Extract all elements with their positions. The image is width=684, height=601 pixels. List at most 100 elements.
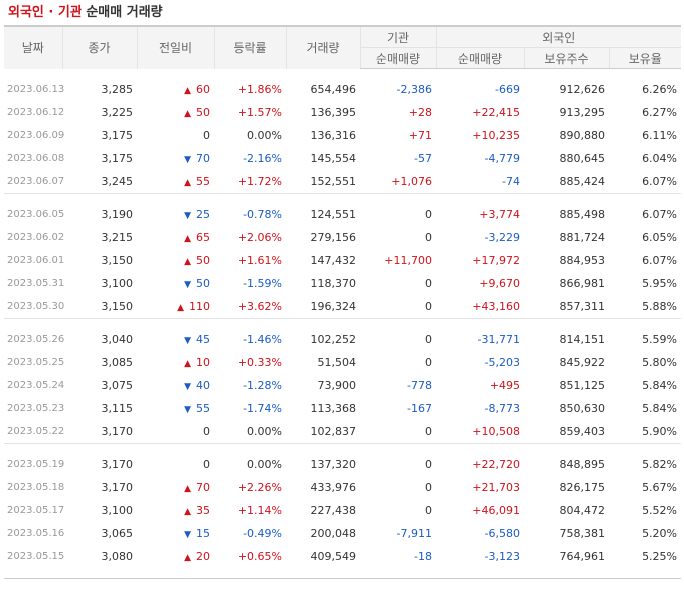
cell-diff: ▲ 50 [184, 254, 210, 267]
cell-foreign-hold: 814,151 [559, 333, 606, 346]
cell-date: 2023.06.12 [7, 107, 65, 118]
triangle-down-icon: ▼ [184, 155, 191, 165]
section-title-subject: 순매매 거래량 [86, 5, 163, 20]
cell-foreign-hold: 885,424 [559, 175, 606, 188]
cell-diff: ▼ 55 [184, 402, 210, 415]
cell-foreign-hold: 866,981 [559, 277, 606, 290]
cell-date: 2023.06.08 [7, 153, 65, 164]
cell-foreign-net: -3,123 [484, 550, 520, 563]
table-row: 2023.05.31 3,100 ▼ 50 -1.59% 118,370 0 +9,670 86… [4, 272, 681, 295]
cell-foreign-hold: 912,626 [559, 83, 606, 96]
cell-rate: +2.26% [237, 481, 282, 494]
cell-inst-net: -2,386 [396, 83, 432, 96]
cell-close: 3,225 [101, 106, 134, 119]
cell-date: 2023.05.15 [7, 551, 65, 562]
cell-close: 3,080 [101, 550, 134, 563]
cell-foreign-net: +10,235 [472, 129, 520, 142]
cell-foreign-ratio: 5.59% [642, 333, 678, 346]
header-date: 날짜 [4, 25, 62, 69]
cell-volume: 51,504 [317, 356, 357, 369]
cell-close: 3,115 [101, 402, 134, 415]
cell-foreign-hold: 848,895 [559, 458, 606, 471]
cell-inst-net: 0 [425, 356, 432, 369]
cell-volume: 136,395 [310, 106, 357, 119]
table-row: 2023.05.26 3,040 ▼ 45 -1.46% 102,252 0 -31,771 8… [4, 328, 681, 351]
cell-rate: +1.72% [237, 175, 282, 188]
cell-inst-net: -778 [407, 379, 432, 392]
header-volume: 거래량 [285, 25, 360, 69]
cell-inst-net: -57 [414, 152, 432, 165]
cell-rate: -1.46% [243, 333, 282, 346]
cell-date: 2023.06.13 [7, 84, 65, 95]
cell-inst-net: 0 [425, 481, 432, 494]
cell-diff: 0 [203, 425, 210, 438]
cell-diff: ▲ 50 [184, 106, 210, 119]
table-row: 2023.05.24 3,075 ▼ 40 -1.28% 73,900 -778 +495 85… [4, 374, 681, 397]
header-close: 종가 [61, 25, 137, 69]
cell-rate: -1.74% [243, 402, 282, 415]
cell-diff: ▲ 35 [184, 504, 210, 517]
cell-foreign-hold: 850,630 [559, 402, 606, 415]
table-row: 2023.06.02 3,215 ▲ 65 +2.06% 279,156 0 -3,229 88… [4, 226, 681, 249]
triangle-up-icon: ▲ [184, 484, 191, 494]
triangle-up-icon: ▲ [184, 553, 191, 563]
cell-close: 3,150 [101, 254, 134, 267]
triangle-up-icon: ▲ [184, 359, 191, 369]
cell-date: 2023.05.17 [7, 505, 65, 516]
cell-foreign-net: +21,703 [472, 481, 520, 494]
cell-foreign-hold: 764,961 [559, 550, 606, 563]
table-row: 2023.06.12 3,225 ▲ 50 +1.57% 136,395 +28 +22,41… [4, 101, 681, 124]
cell-inst-net: 0 [425, 458, 432, 471]
cell-foreign-hold: 890,880 [559, 129, 606, 142]
cell-volume: 145,554 [310, 152, 357, 165]
triangle-down-icon: ▼ [184, 280, 191, 290]
cell-rate: +1.86% [237, 83, 282, 96]
cell-rate: +3.62% [237, 300, 282, 313]
cell-foreign-net: +17,972 [472, 254, 520, 267]
cell-foreign-net: -31,771 [477, 333, 520, 346]
cell-close: 3,175 [101, 152, 134, 165]
table-row: 2023.06.01 3,150 ▲ 50 +1.61% 147,432 +11,700 +1… [4, 249, 681, 272]
cell-foreign-ratio: 6.04% [642, 152, 678, 165]
cell-inst-net: +71 [408, 129, 432, 142]
section-title-investor: 외국인 · 기관 [8, 5, 82, 20]
table-row: 2023.05.17 3,100 ▲ 35 +1.14% 227,438 0 +46,091 8… [4, 499, 681, 522]
cell-date: 2023.06.05 [7, 209, 65, 220]
cell-diff: ▼ 70 [184, 152, 210, 165]
header-foreign-ratio: 보유율 [608, 47, 682, 69]
cell-rate: +2.06% [237, 231, 282, 244]
cell-rate: -0.49% [243, 527, 282, 540]
cell-foreign-hold: 845,922 [559, 356, 606, 369]
header-inst-net: 순매매량 [359, 47, 436, 69]
table-row: 2023.05.30 3,150 ▲ 110 +3.62% 196,324 0 +43,160… [4, 295, 681, 319]
cell-foreign-hold: 758,381 [559, 527, 606, 540]
cell-diff: ▲ 65 [184, 231, 210, 244]
cell-close: 3,100 [101, 277, 134, 290]
cell-foreign-hold: 913,295 [559, 106, 606, 119]
cell-diff: 0 [203, 458, 210, 471]
table-row: 2023.05.16 3,065 ▼ 15 -0.49% 200,048 -7,911 -6,… [4, 522, 681, 545]
cell-date: 2023.05.31 [7, 278, 65, 289]
cell-foreign-net: +43,160 [472, 300, 520, 313]
cell-foreign-net: +3,774 [479, 208, 520, 221]
cell-inst-net: 0 [425, 300, 432, 313]
cell-close: 3,040 [101, 333, 134, 346]
cell-foreign-net: -4,779 [484, 152, 520, 165]
cell-date: 2023.05.24 [7, 380, 65, 391]
triangle-up-icon: ▲ [184, 257, 191, 267]
cell-foreign-ratio: 6.11% [642, 129, 678, 142]
cell-date: 2023.05.26 [7, 334, 65, 345]
cell-volume: 279,156 [310, 231, 357, 244]
cell-foreign-ratio: 6.27% [642, 106, 678, 119]
cell-volume: 227,438 [310, 504, 357, 517]
cell-foreign-hold: 857,311 [559, 300, 606, 313]
cell-foreign-ratio: 6.26% [642, 83, 678, 96]
cell-diff: ▼ 50 [184, 277, 210, 290]
cell-volume: 409,549 [310, 550, 357, 563]
cell-foreign-ratio: 5.84% [642, 402, 678, 415]
cell-volume: 137,320 [310, 458, 357, 471]
cell-foreign-net: +495 [489, 379, 520, 392]
cell-inst-net: -7,911 [396, 527, 432, 540]
triangle-up-icon: ▲ [184, 234, 191, 244]
table-row: 2023.06.05 3,190 ▼ 25 -0.78% 124,551 0 +3,774 88… [4, 203, 681, 226]
